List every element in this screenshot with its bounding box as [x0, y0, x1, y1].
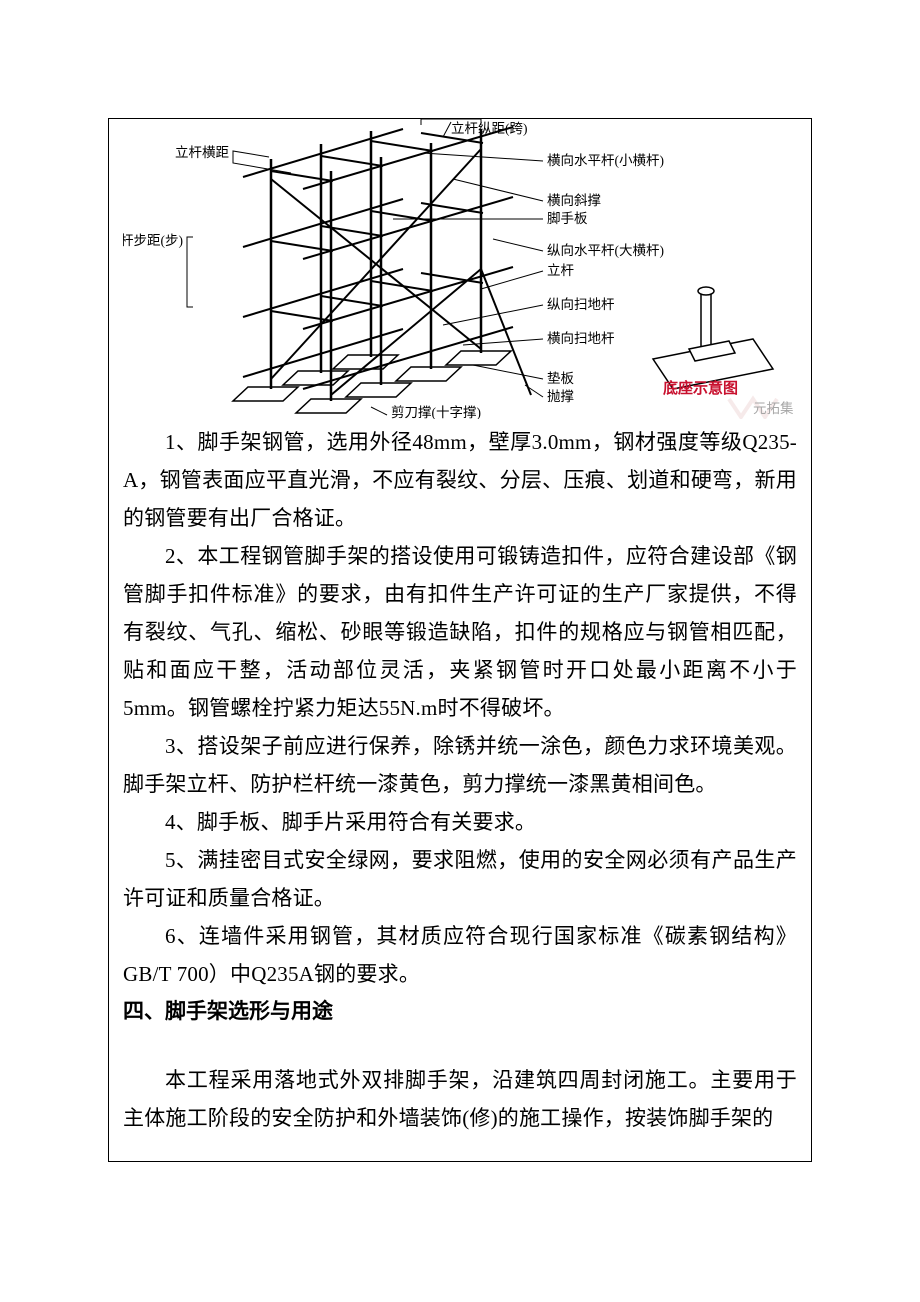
paragraph-4: 4、脚手板、脚手片采用符合有关要求。 — [123, 803, 797, 841]
paragraph-2: 2、本工程钢管脚手架的搭设使用可锻铸造扣件，应符合建设部《钢管脚手扣件标准》的要… — [123, 537, 797, 727]
label-l11: 垫板 — [547, 371, 575, 386]
label-l5: 脚手板 — [547, 211, 588, 226]
label-l1: 立杆纵距(跨) — [451, 121, 528, 136]
scaffold-svg: 立杆纵距(跨) 立杆横距 横向水平杆(小横杆) 横向斜撑 脚手板 立杆步距(步)… — [123, 119, 803, 419]
paragraph-7: 本工程采用落地式外双排脚手架，沿建筑四周封闭施工。主要用于主体施工阶段的安全防护… — [123, 1061, 797, 1137]
blank-line — [123, 1031, 797, 1061]
label-l2: 立杆横距 — [175, 145, 229, 160]
watermark-en: ADTO GRO — [731, 418, 774, 419]
content-frame: 立杆纵距(跨) 立杆横距 横向水平杆(小横杆) 横向斜撑 脚手板 立杆步距(步)… — [108, 118, 812, 1162]
watermark-cn: 元拓集 — [753, 401, 794, 416]
label-l12: 抛撑 — [547, 389, 574, 404]
label-l13: 剪刀撑(十字撑) — [391, 405, 481, 419]
para-1b: 钢管表面应平直光滑，不应有裂纹、分层、压痕、划道和硬弯，新用的钢管要有出厂合格证… — [123, 468, 797, 530]
label-l3: 横向水平杆(小横杆) — [547, 153, 664, 168]
label-l10: 横向扫地杆 — [547, 331, 615, 346]
label-l4: 横向斜撑 — [547, 193, 601, 208]
paragraph-3: 3、搭设架子前应进行保养，除锈并统一涂色，颜色力求环境美观。脚手架立杆、防护栏杆… — [123, 727, 797, 803]
scaffold-diagram: 立杆纵距(跨) 立杆横距 横向水平杆(小横杆) 横向斜撑 脚手板 立杆步距(步)… — [123, 119, 803, 419]
label-l8: 立杆 — [547, 263, 575, 278]
label-l6: 立杆步距(步) — [123, 233, 183, 248]
paragraph-5: 5、满挂密目式安全绿网，要求阻燃，使用的安全网必须有产品生产许可证和质量合格证。 — [123, 841, 797, 917]
label-l7: 纵向水平杆(大横杆) — [547, 243, 664, 258]
page: 立杆纵距(跨) 立杆横距 横向水平杆(小横杆) 横向斜撑 脚手板 立杆步距(步)… — [0, 0, 920, 1302]
label-l9: 纵向扫地杆 — [547, 297, 615, 312]
heading-4: 四、脚手架选形与用途 — [123, 993, 797, 1031]
paragraph-1: 1、脚手架钢管，选用外径48mm，壁厚3.0mm，钢材强度等级Q235-A，钢管… — [123, 423, 797, 537]
paragraph-6: 6、连墙件采用钢管，其材质应符合现行国家标准《碳素钢结构》GB/T 700）中Q… — [123, 917, 797, 993]
base-caption: 底座示意图 — [663, 379, 738, 397]
